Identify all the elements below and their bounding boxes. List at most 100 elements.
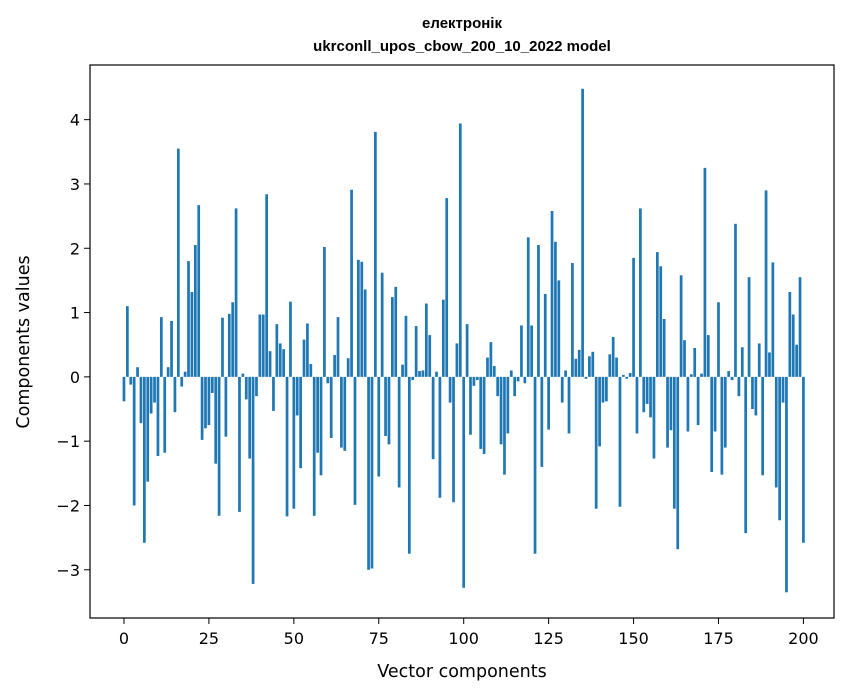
bar (564, 370, 567, 377)
bar (387, 376, 391, 445)
bar (472, 376, 476, 386)
bar (581, 88, 584, 377)
bar (632, 257, 635, 377)
bar (306, 323, 309, 377)
bar (744, 376, 748, 534)
bar (584, 376, 588, 379)
bar (700, 373, 703, 377)
bar (785, 376, 788, 593)
bar (149, 376, 153, 414)
x-tick-label: 125 (533, 629, 564, 648)
x-tick-label: 75 (369, 629, 389, 648)
bar (126, 306, 129, 377)
bar (778, 376, 781, 521)
y-tick-label: −3 (56, 561, 80, 580)
bar (136, 367, 139, 377)
bar (788, 291, 792, 377)
bar (795, 344, 798, 377)
bar (251, 376, 255, 584)
bar (143, 376, 146, 543)
bar (523, 376, 527, 384)
bar (486, 357, 489, 377)
bar (601, 376, 605, 403)
bar (292, 376, 296, 509)
bar (696, 376, 700, 426)
bar (278, 343, 282, 377)
bar (649, 376, 652, 418)
bar (346, 358, 350, 377)
bar (227, 313, 231, 377)
bar (717, 302, 720, 377)
bar (357, 259, 360, 377)
bar (340, 376, 343, 448)
y-tick-label: −2 (56, 496, 80, 515)
bar (516, 376, 520, 382)
bar (241, 373, 245, 377)
bar (261, 314, 265, 377)
bar (659, 266, 663, 377)
bar (374, 131, 377, 377)
bar (768, 352, 771, 377)
bar (343, 376, 347, 451)
bar (391, 297, 394, 377)
x-tick-label: 0 (119, 629, 129, 648)
bar (166, 367, 170, 377)
bar (683, 340, 686, 377)
bar (574, 358, 578, 377)
bar (404, 315, 408, 377)
bar (204, 376, 207, 429)
y-axis-ticks: −3 −2 −1 0 1 2 3 4 (56, 111, 90, 580)
bar (598, 376, 601, 447)
bar (550, 210, 554, 377)
bar (438, 376, 442, 498)
bar (693, 347, 697, 377)
bar (526, 237, 530, 377)
chart-title-line1: електронік (422, 15, 502, 32)
bar (224, 376, 228, 437)
bar (720, 376, 724, 475)
bar (231, 302, 235, 377)
bar (730, 376, 734, 381)
bar (309, 364, 313, 377)
bar (163, 376, 167, 453)
bar (611, 337, 615, 377)
bar (642, 376, 646, 413)
chart-title-line2: ukrconll_upos_cbow_200_10_2022 model (313, 38, 611, 55)
bar (428, 335, 432, 377)
bar (380, 272, 384, 377)
bar (686, 376, 690, 432)
bar (703, 167, 707, 377)
bar (139, 376, 143, 424)
bar (774, 376, 778, 488)
bar (441, 299, 445, 377)
bar (384, 376, 387, 437)
bar (506, 376, 510, 434)
bar (791, 314, 795, 377)
bar (336, 317, 340, 377)
bars-group (122, 88, 805, 593)
bar (479, 376, 483, 449)
bar (360, 261, 364, 377)
bar (662, 318, 666, 377)
bar (802, 376, 805, 543)
y-tick-label: 4 (70, 111, 80, 130)
bar (424, 303, 428, 377)
bar (370, 376, 374, 569)
bar (234, 208, 238, 377)
bar (727, 371, 731, 377)
bar (751, 376, 754, 410)
bar (798, 277, 802, 377)
bar (588, 356, 591, 377)
bar (754, 376, 758, 416)
bar (496, 376, 500, 397)
bar (180, 376, 184, 387)
bar (129, 376, 133, 385)
bar (676, 376, 680, 550)
bar (452, 376, 455, 503)
bar (618, 376, 622, 507)
bar (530, 325, 533, 377)
bar (190, 291, 194, 377)
bar (272, 376, 275, 411)
bar (255, 376, 258, 397)
